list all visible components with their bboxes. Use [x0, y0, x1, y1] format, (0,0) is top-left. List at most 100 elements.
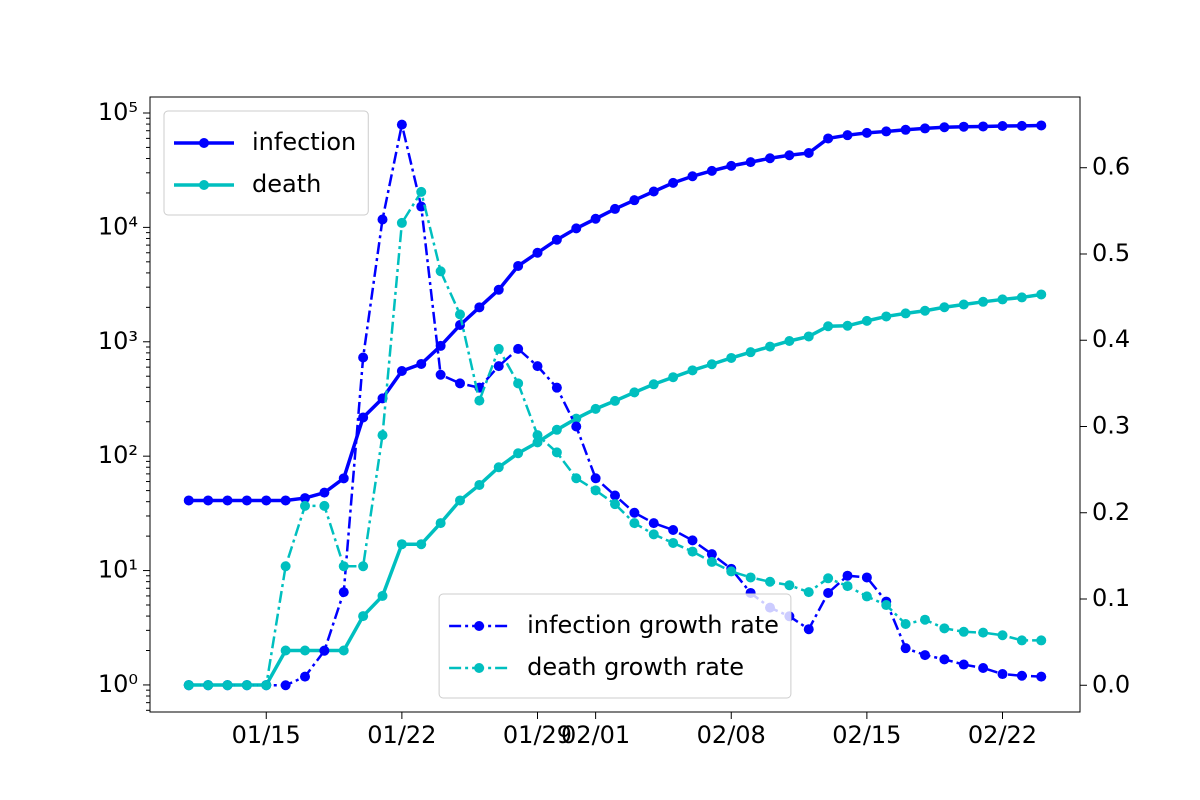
point	[222, 495, 233, 506]
point	[958, 659, 969, 670]
x-tick-label: 01/15	[232, 721, 301, 749]
point	[280, 645, 291, 656]
y2-tick-label: 0.3	[1092, 411, 1130, 439]
point	[1036, 671, 1047, 682]
point	[706, 549, 717, 560]
point	[435, 518, 446, 529]
point	[455, 378, 465, 389]
x-tick-label: 02/22	[968, 721, 1037, 749]
point	[997, 669, 1008, 680]
point	[280, 680, 291, 691]
y2-tick-label: 0.5	[1092, 239, 1130, 267]
point	[203, 495, 214, 506]
point	[532, 430, 543, 441]
point	[358, 352, 369, 363]
point	[861, 315, 872, 326]
x-tick-label: 01/29	[503, 721, 572, 749]
legend-box	[163, 110, 369, 216]
point	[532, 361, 543, 372]
point	[726, 352, 737, 363]
point	[687, 535, 698, 546]
point	[745, 157, 756, 168]
point	[706, 556, 717, 567]
series-line	[188, 188, 1042, 687]
point	[590, 485, 601, 496]
point	[745, 347, 756, 358]
point	[610, 499, 620, 510]
point	[1016, 635, 1027, 646]
point	[571, 473, 582, 484]
point	[493, 361, 504, 372]
x-tick-label: 02/08	[697, 721, 766, 749]
point	[319, 500, 330, 511]
legend-marker	[474, 663, 485, 673]
y-tick-label: 10³	[98, 327, 138, 355]
point	[338, 561, 349, 572]
point	[377, 430, 388, 441]
point	[300, 493, 310, 504]
point	[358, 561, 369, 572]
point	[765, 576, 775, 587]
point	[261, 495, 272, 506]
point	[978, 627, 989, 638]
legend-marker	[199, 180, 209, 190]
point	[300, 671, 310, 682]
point	[396, 539, 407, 550]
point	[629, 387, 640, 398]
point	[648, 186, 659, 197]
point	[1036, 289, 1047, 300]
point	[939, 654, 950, 665]
y-tick-label: 10²	[98, 441, 138, 469]
point	[396, 366, 407, 377]
point	[396, 119, 407, 130]
point	[765, 153, 775, 164]
y-tick-label: 10⁵	[98, 98, 138, 126]
point	[455, 320, 465, 331]
y2-tick-label: 0.6	[1092, 153, 1130, 181]
point	[416, 201, 427, 212]
point	[396, 217, 407, 228]
point	[803, 148, 814, 159]
point	[958, 626, 969, 637]
point	[493, 284, 504, 295]
point	[513, 448, 524, 459]
point	[803, 587, 814, 598]
legend: infection death	[163, 110, 369, 216]
point	[803, 331, 814, 342]
point	[435, 369, 446, 380]
point	[358, 412, 369, 423]
legend-label: death	[252, 170, 321, 198]
point	[668, 177, 679, 188]
y2-tick-label: 0.2	[1092, 498, 1130, 526]
point	[493, 462, 504, 473]
point	[958, 299, 969, 310]
y2-tick-label: 0.1	[1092, 584, 1130, 612]
point	[648, 379, 659, 390]
point	[513, 378, 524, 389]
point	[1016, 670, 1027, 681]
x-tick-label: 02/01	[561, 721, 630, 749]
point	[590, 403, 601, 414]
point	[706, 359, 717, 370]
point	[939, 122, 950, 133]
point	[532, 437, 543, 448]
y2-tick-label: 0.0	[1092, 670, 1130, 698]
point	[881, 126, 892, 137]
point	[261, 680, 272, 691]
point	[241, 495, 252, 506]
point	[920, 305, 930, 316]
point	[493, 343, 504, 354]
point	[861, 591, 872, 602]
point	[803, 624, 814, 635]
point	[338, 645, 349, 656]
point	[455, 495, 465, 506]
point	[881, 311, 892, 322]
point	[513, 343, 524, 354]
point	[1016, 120, 1027, 131]
point	[455, 309, 465, 320]
point	[668, 372, 679, 383]
point	[629, 507, 640, 518]
point	[629, 518, 640, 529]
point	[300, 645, 310, 656]
